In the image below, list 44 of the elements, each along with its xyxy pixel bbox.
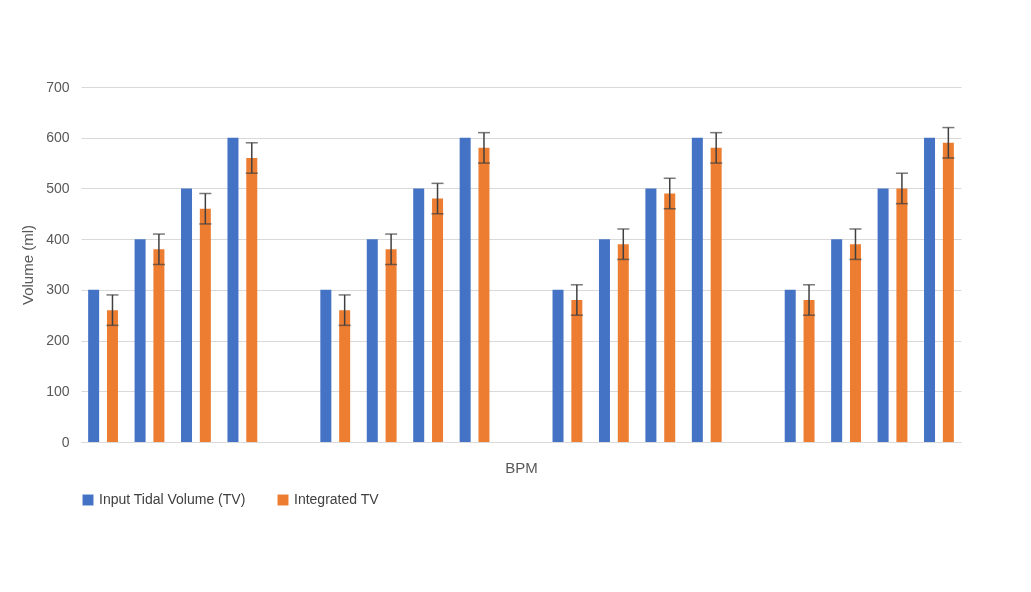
bar [877,188,889,442]
y-axis-title: Volume (ml) [19,224,37,306]
bar [134,239,146,442]
bar [552,289,564,442]
bar [617,244,629,442]
bar [849,244,861,442]
bar [942,142,954,442]
legend-label: Input Tidal Volume (TV) [99,491,246,507]
bar [88,289,100,442]
bar [153,249,165,442]
bar [227,137,239,442]
y-tick-label: 400 [46,230,70,247]
bar [413,188,425,442]
bar [571,300,583,442]
bar [181,188,193,442]
bar [896,188,908,442]
bar [784,289,796,442]
y-tick-label: 0 [61,433,70,450]
y-tick-label: 700 [46,78,70,95]
bar [339,310,351,442]
bar [459,137,471,442]
x-axis-title: BPM [505,458,538,476]
bar [691,137,703,442]
bar [710,147,722,442]
bar [432,198,444,442]
y-tick-label: 300 [46,281,70,298]
bar [199,208,211,442]
bar [320,289,332,442]
y-tick-label: 600 [46,129,70,146]
bar [385,249,397,442]
legend-label: Integrated TV [294,491,380,507]
bar [831,239,843,442]
bar [246,158,258,442]
bar [803,300,815,442]
y-tick-label: 200 [46,332,70,349]
bar [598,239,610,442]
bar [478,147,490,442]
bar [106,310,118,442]
bar [645,188,657,442]
bar [664,193,676,442]
y-tick-label: 100 [46,382,70,399]
bar [366,239,378,442]
y-tick-label: 500 [46,179,70,196]
bar [924,137,936,442]
